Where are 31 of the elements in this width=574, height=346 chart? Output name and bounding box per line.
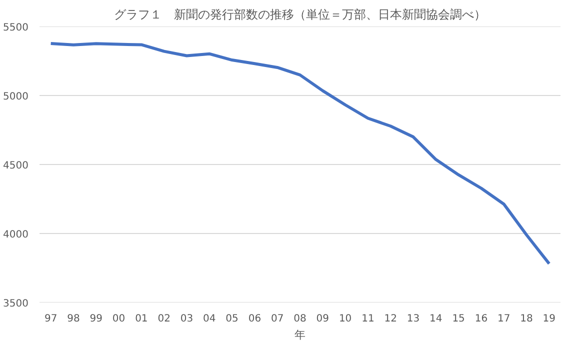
- x-tick-label: 98: [67, 314, 80, 324]
- x-tick-label: 06: [248, 314, 262, 324]
- x-tick-label: 08: [294, 314, 306, 324]
- y-tick-label: 4000: [3, 230, 29, 240]
- x-tick-label: 97: [44, 314, 58, 324]
- x-axis-title: 年: [294, 328, 306, 342]
- x-tick-label: 09: [316, 314, 330, 324]
- x-tick-label: 00: [112, 314, 126, 324]
- x-tick-label: 19: [542, 314, 556, 324]
- x-tick-label: 03: [180, 314, 194, 324]
- x-tick-label: 10: [338, 314, 352, 324]
- x-tick-label: 01: [135, 314, 148, 324]
- x-tick-label: 17: [498, 314, 510, 324]
- y-tick-label: 3500: [3, 298, 29, 310]
- x-tick-label: 18: [520, 314, 533, 324]
- x-tick-label: 14: [430, 314, 442, 324]
- x-tick-label: 05: [226, 314, 238, 324]
- y-tick-label: 5000: [3, 92, 29, 102]
- line-series: [49, 42, 551, 266]
- x-tick-label: 15: [452, 314, 465, 324]
- x-tick-label: 16: [474, 314, 488, 324]
- x-tick-label: 11: [362, 314, 374, 324]
- x-tick-label: 02: [158, 314, 170, 324]
- x-tick-label: 99: [90, 314, 103, 324]
- chart-title: グラフ１ 新聞の発行部数の推移（単位＝万部、日本新聞協会調べ）: [114, 8, 486, 22]
- x-tick-label: 12: [384, 314, 397, 324]
- x-tick-label: 07: [270, 314, 284, 324]
- y-tick-label: 5500: [3, 22, 29, 34]
- x-tick-label: 13: [406, 314, 420, 324]
- y-tick-label: 4500: [3, 160, 29, 172]
- x-tick-label: 04: [203, 314, 216, 324]
